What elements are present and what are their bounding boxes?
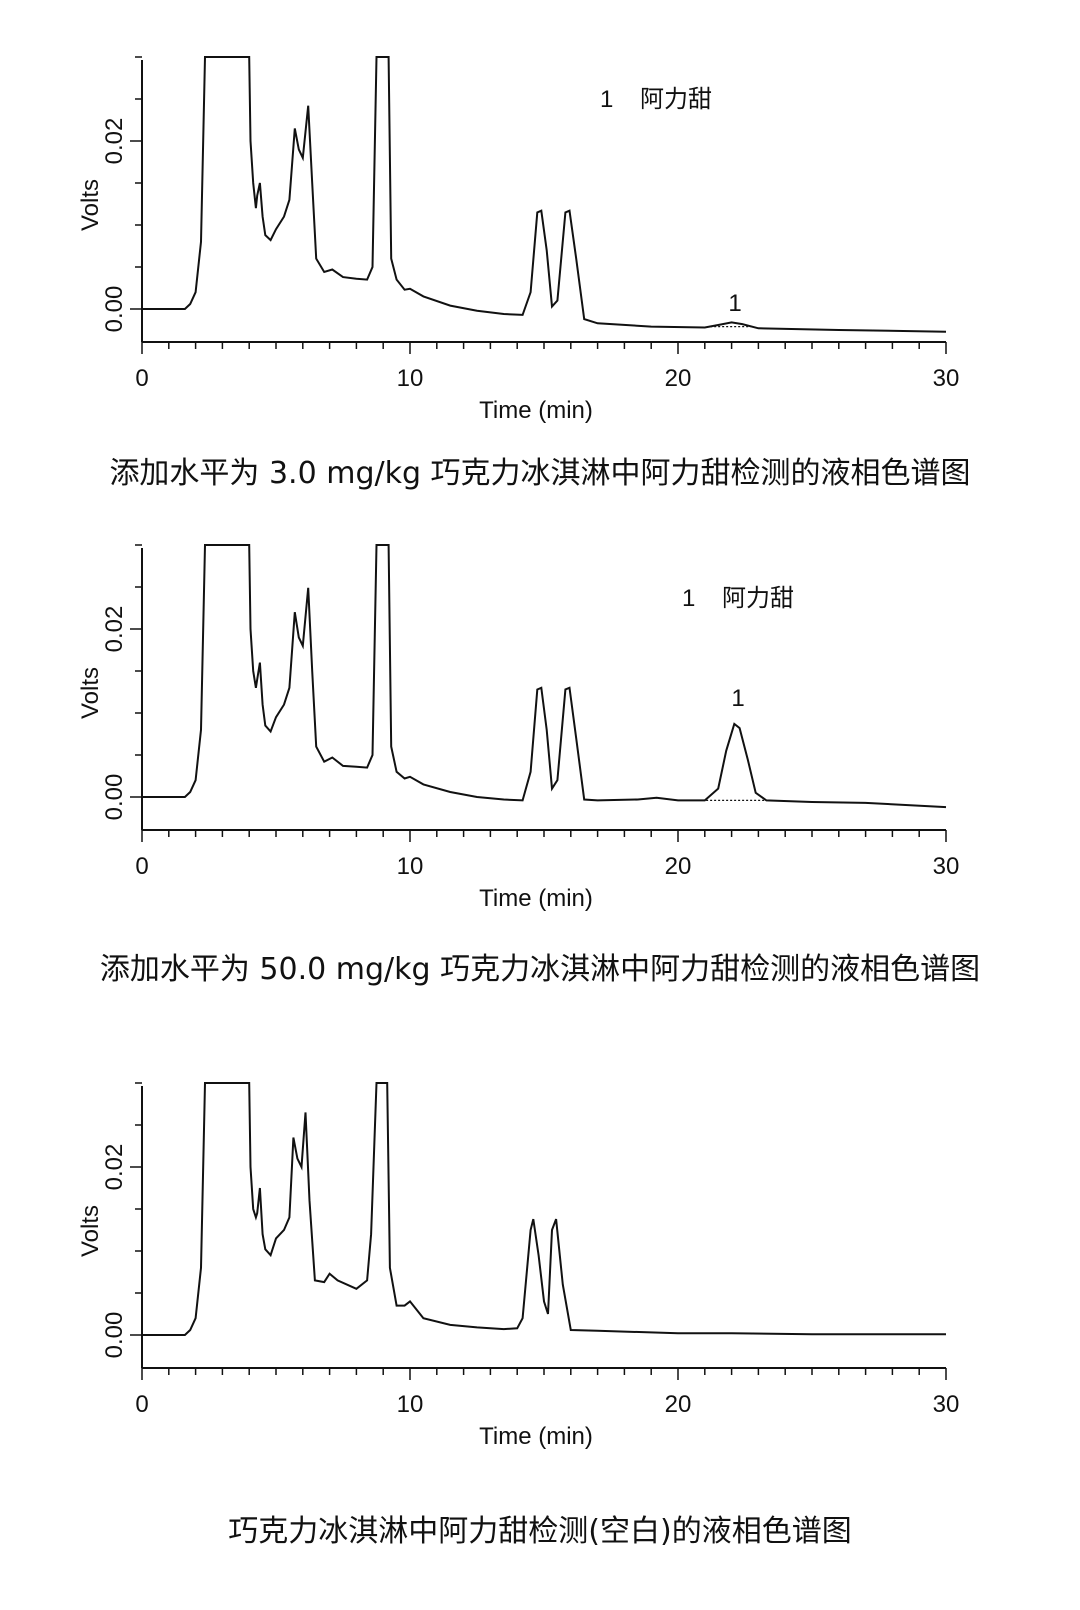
y-tick-label: 0.00	[101, 286, 128, 333]
chromatogram-50mgkg: 0 10 20 30 0.00 0.02 Time (min) Volts 1 阿力甜 1	[77, 544, 960, 912]
chromatogram-blank: 0 10 20 30 0.00 0.02 Time (min) Volts	[77, 1082, 960, 1450]
legend-number: 1	[682, 585, 695, 612]
chart-panel-3: 0 10 20 30 0.00 0.02 Time (min) Volts	[0, 1026, 1080, 1466]
x-tick-label: 20	[665, 365, 692, 392]
x-axis-label: Time (min)	[479, 885, 593, 912]
chromatogram-trace	[142, 544, 947, 809]
x-tick-label: 20	[665, 1391, 692, 1418]
legend-name: 阿力甜	[722, 585, 794, 612]
chart-caption-1: 添加水平为 3.0 mg/kg 巧克力冰淇淋中阿力甜检测的液相色谱图	[109, 456, 971, 491]
x-tick-label: 10	[397, 1391, 424, 1418]
y-axis-label: Volts	[77, 667, 104, 719]
x-tick-label: 0	[135, 1391, 148, 1418]
x-axis-label: Time (min)	[479, 397, 593, 424]
chart-panel-1: 0 10 20 30 0.00 0.02 Time (min) Volts 1 阿力甜 1	[0, 0, 1080, 440]
legend-name: 阿力甜	[640, 86, 712, 113]
chromatogram-3mgkg: 0 10 20 30 0.00 0.02 Time (min) Volts 1 阿力甜 1	[77, 56, 960, 424]
chromatogram-trace	[142, 1082, 946, 1336]
ticks: 0 10 20 30 0.00 0.02	[101, 1082, 960, 1418]
x-tick-label: 0	[135, 365, 148, 392]
y-tick-label: 0.00	[101, 774, 128, 821]
chart-caption-3: 巧克力冰淇淋中阿力甜检测(空白)的液相色谱图	[228, 1514, 852, 1549]
x-tick-label: 30	[933, 1391, 960, 1418]
x-tick-label: 30	[933, 853, 960, 880]
chromatogram-trace	[142, 56, 947, 333]
axes	[141, 548, 946, 831]
axes	[141, 60, 946, 343]
chart-panel-2: 0 10 20 30 0.00 0.02 Time (min) Volts 1 阿力甜 1	[0, 488, 1080, 928]
peak-label: 1	[728, 290, 741, 317]
y-tick-label: 0.02	[101, 118, 128, 165]
ticks: 0 10 20 30 0.00 0.02	[101, 56, 960, 392]
x-tick-label: 0	[135, 853, 148, 880]
y-tick-label: 0.02	[101, 1144, 128, 1191]
y-axis-label: Volts	[77, 179, 104, 231]
x-tick-label: 10	[397, 853, 424, 880]
x-tick-label: 10	[397, 365, 424, 392]
y-tick-label: 0.02	[101, 606, 128, 653]
legend-number: 1	[600, 86, 613, 113]
chart-caption-2: 添加水平为 50.0 mg/kg 巧克力冰淇淋中阿力甜检测的液相色谱图	[99, 952, 981, 987]
x-tick-label: 20	[665, 853, 692, 880]
x-axis-label: Time (min)	[479, 1423, 593, 1450]
y-tick-label: 0.00	[101, 1312, 128, 1359]
y-axis-label: Volts	[77, 1205, 104, 1257]
peak-label: 1	[731, 685, 744, 712]
ticks: 0 10 20 30 0.00 0.02	[101, 544, 960, 880]
x-tick-label: 30	[933, 365, 960, 392]
